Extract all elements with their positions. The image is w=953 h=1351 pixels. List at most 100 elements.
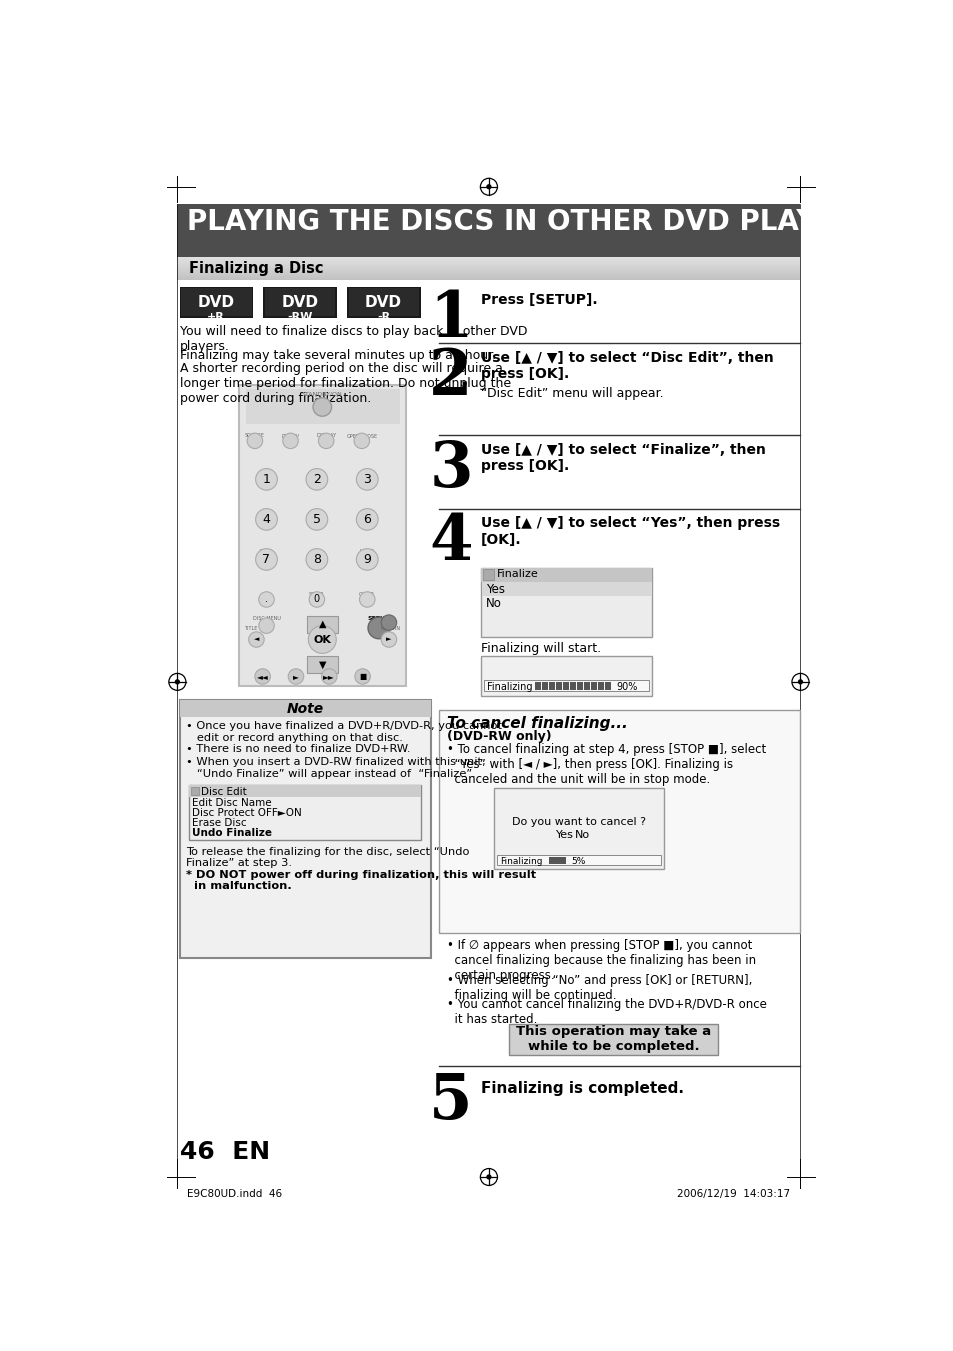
- Circle shape: [359, 592, 375, 607]
- Bar: [577, 682, 582, 689]
- Bar: [179, 700, 431, 716]
- Text: • When you insert a DVD-RW finalized with this unit,
   “Undo Finalize” will app: • When you insert a DVD-RW finalized wit…: [186, 758, 485, 780]
- Text: • When selecting “No” and press [OK] or [RETURN],
  finalizing will be continued: • When selecting “No” and press [OK] or …: [447, 974, 752, 1002]
- Text: 90%: 90%: [617, 682, 638, 692]
- Text: 2: 2: [313, 473, 320, 486]
- Circle shape: [356, 508, 377, 530]
- Circle shape: [258, 617, 274, 634]
- Text: DTV/TV: DTV/TV: [281, 434, 299, 438]
- Text: You will need to finalize discs to play back in other DVD
players.: You will need to finalize discs to play …: [179, 326, 527, 354]
- Circle shape: [368, 617, 390, 639]
- Circle shape: [313, 397, 332, 416]
- Text: Edit Disc Name: Edit Disc Name: [192, 798, 272, 808]
- Text: MNO: MNO: [361, 508, 373, 513]
- Bar: [509, 1024, 718, 1055]
- Text: -RW: -RW: [287, 312, 313, 322]
- Text: 8: 8: [313, 553, 320, 566]
- Text: Use [▲ / ▼] to select “Disc Edit”, then
press [OK].: Use [▲ / ▼] to select “Disc Edit”, then …: [480, 351, 773, 381]
- Bar: [480, 567, 651, 582]
- Text: 2006/12/19  14:03:17: 2006/12/19 14:03:17: [677, 1189, 790, 1198]
- Text: This operation may take a
while to be completed.: This operation may take a while to be co…: [516, 1025, 711, 1054]
- Text: Finalizing: Finalizing: [487, 682, 533, 692]
- Circle shape: [318, 434, 334, 449]
- Text: 3: 3: [363, 473, 371, 486]
- Text: -R: -R: [376, 312, 390, 322]
- Bar: [497, 855, 660, 865]
- Text: ►: ►: [293, 671, 298, 681]
- Bar: [549, 857, 566, 863]
- Text: * DO NOT power off during finalization, this will result
  in malfunction.: * DO NOT power off during finalization, …: [186, 870, 536, 892]
- Text: No: No: [485, 597, 501, 611]
- Bar: [556, 682, 561, 689]
- Bar: [484, 681, 648, 692]
- Bar: [493, 788, 663, 869]
- Text: GHI: GHI: [262, 508, 271, 513]
- Text: No: No: [575, 831, 590, 840]
- Text: Disc Protect OFF►ON: Disc Protect OFF►ON: [192, 808, 301, 819]
- Bar: [542, 682, 547, 689]
- Text: 5: 5: [429, 1071, 472, 1132]
- Text: 9: 9: [363, 553, 371, 566]
- Bar: [604, 682, 610, 689]
- Text: Finalize: Finalize: [497, 570, 537, 580]
- Text: 4: 4: [262, 513, 270, 526]
- Text: 1: 1: [262, 473, 270, 486]
- Circle shape: [254, 669, 270, 684]
- Text: DISC MENU: DISC MENU: [253, 616, 280, 621]
- Text: ·: ·: [266, 592, 267, 597]
- Circle shape: [356, 549, 377, 570]
- Bar: [263, 286, 336, 317]
- Text: 6: 6: [363, 513, 371, 526]
- Circle shape: [355, 669, 370, 684]
- Text: PQRS: PQRS: [259, 549, 273, 554]
- Text: JKL: JKL: [313, 508, 320, 513]
- Text: 3: 3: [429, 439, 472, 500]
- Text: ►►: ►►: [323, 671, 335, 681]
- Bar: [598, 682, 603, 689]
- Circle shape: [486, 185, 491, 189]
- Text: TUV: TUV: [312, 549, 321, 554]
- Text: SPACE: SPACE: [309, 592, 324, 597]
- Bar: [583, 682, 589, 689]
- Text: Yes: Yes: [556, 831, 573, 840]
- Text: Undo Finalize: Undo Finalize: [192, 828, 272, 838]
- Text: ◄: ◄: [253, 636, 259, 643]
- Circle shape: [247, 434, 262, 449]
- Text: • If ∅ appears when pressing [STOP ■], you cannot
  cancel finalizing because th: • If ∅ appears when pressing [STOP ■], y…: [447, 939, 756, 982]
- Text: Finalizing may take several minutes up to an hour.: Finalizing may take several minutes up t…: [179, 349, 496, 362]
- Text: Use [▲ / ▼] to select “Yes”, then press
[OK].: Use [▲ / ▼] to select “Yes”, then press …: [480, 516, 780, 547]
- Text: ABC: ABC: [312, 469, 321, 474]
- Circle shape: [306, 508, 328, 530]
- Text: • You cannot cancel finalizing the DVD+R/DVD-R once
  it has started.: • You cannot cancel finalizing the DVD+R…: [447, 997, 766, 1025]
- Circle shape: [255, 549, 277, 570]
- Text: DVD: DVD: [365, 295, 401, 309]
- Bar: [181, 288, 252, 316]
- Text: ▲: ▲: [318, 619, 326, 630]
- Circle shape: [255, 469, 277, 490]
- Bar: [179, 700, 431, 958]
- Text: WXYZ: WXYZ: [359, 549, 375, 554]
- Text: ■: ■: [358, 671, 366, 681]
- Text: RETURN: RETURN: [380, 626, 400, 631]
- Bar: [480, 655, 651, 696]
- Text: DVD: DVD: [197, 295, 234, 309]
- Text: 2: 2: [429, 347, 472, 408]
- Text: Finalizing a Disc: Finalizing a Disc: [189, 261, 323, 276]
- Bar: [481, 582, 650, 596]
- Circle shape: [306, 469, 328, 490]
- Text: Finalizing is completed.: Finalizing is completed.: [480, 1081, 683, 1096]
- Text: DISPLAY: DISPLAY: [315, 434, 335, 438]
- Text: PLAYING THE DISCS IN OTHER DVD PLAYERS: PLAYING THE DISCS IN OTHER DVD PLAYERS: [187, 208, 876, 236]
- Text: .: .: [265, 594, 268, 604]
- Text: 0: 0: [314, 594, 319, 604]
- Text: 1: 1: [429, 289, 472, 350]
- Bar: [191, 786, 199, 794]
- Circle shape: [255, 508, 277, 530]
- Text: ◄◄: ◄◄: [256, 671, 268, 681]
- Bar: [570, 682, 575, 689]
- Bar: [265, 288, 335, 316]
- Circle shape: [175, 680, 179, 684]
- Text: TITLE: TITLE: [244, 626, 257, 631]
- Text: To cancel finalizing...: To cancel finalizing...: [447, 716, 627, 731]
- Circle shape: [798, 680, 801, 684]
